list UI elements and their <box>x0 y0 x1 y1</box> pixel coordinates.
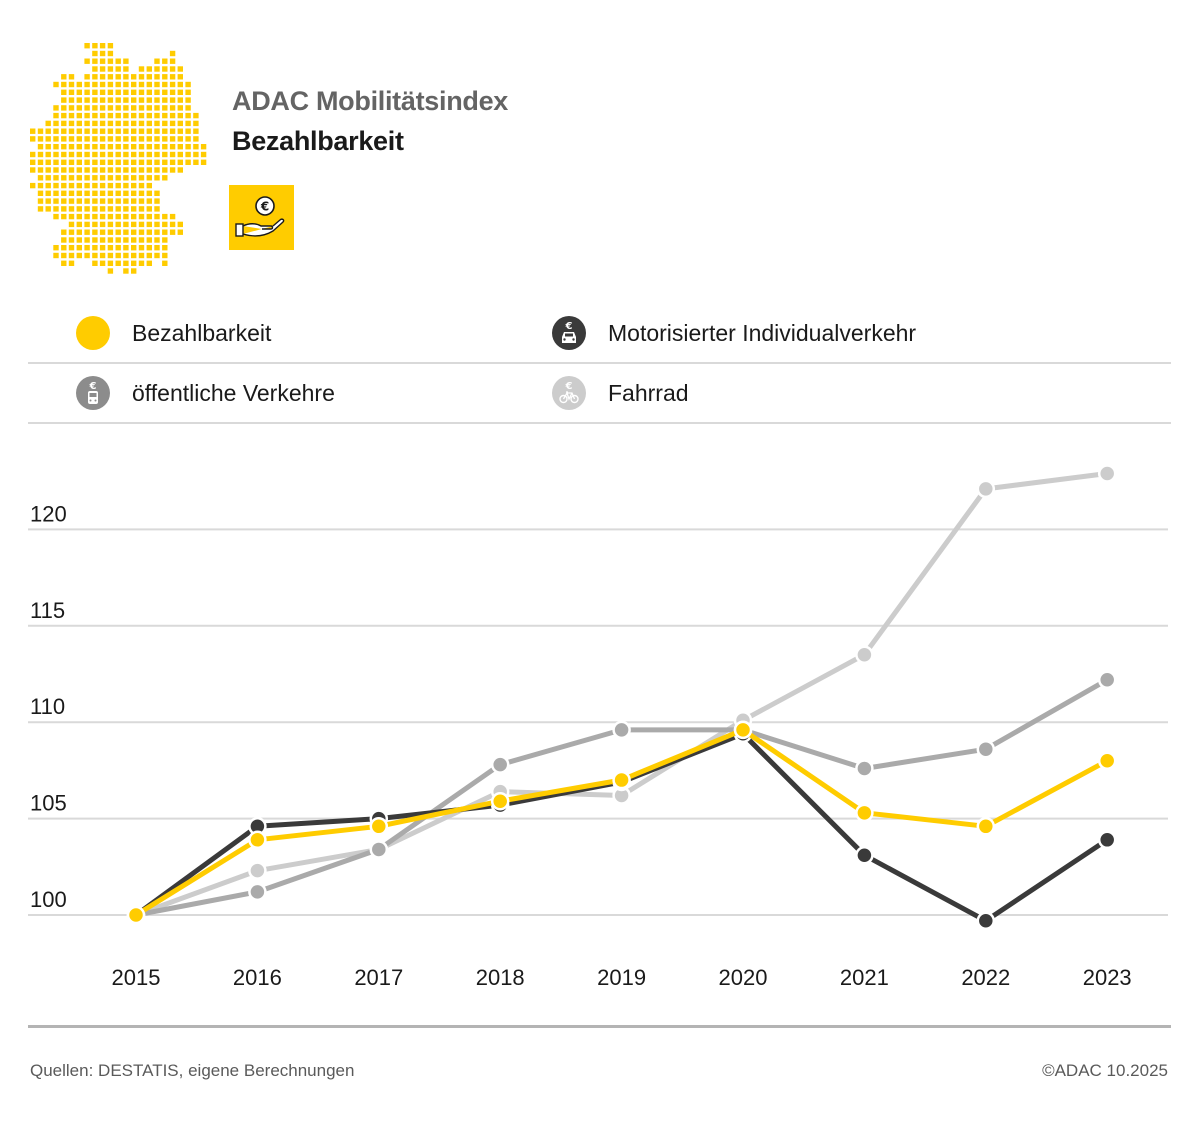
x-tick-label: 2021 <box>840 965 889 990</box>
legend-row: € öffentliche Verkehre € Fahrrad <box>28 364 1171 424</box>
data-point-bezahlbarkeit <box>369 817 389 836</box>
hand-euro-icon: € <box>235 196 285 237</box>
data-point-öffentliche-verkehre <box>248 882 267 902</box>
legend-label: Fahrrad <box>608 379 689 406</box>
y-tick-label: 100 <box>30 887 67 912</box>
data-point-bezahlbarkeit <box>976 817 996 836</box>
series-line-fahrrad <box>133 471 1110 918</box>
x-tick-label: 2017 <box>354 965 403 990</box>
legend-item-fahrrad[interactable]: € Fahrrad <box>552 364 689 422</box>
data-point-bezahlbarkeit <box>612 770 631 790</box>
x-tick-label: 2016 <box>233 965 282 990</box>
x-tick-label: 2023 <box>1083 965 1132 990</box>
page-subtitle: Bezahlbarkeit <box>232 126 404 156</box>
legend-item-bezahlbarkeit[interactable]: Bezahlbarkeit <box>76 304 271 362</box>
copyright: ©ADAC 10.2025 <box>1042 1061 1168 1080</box>
legend-label: Bezahlbarkeit <box>132 319 272 346</box>
legend-label: öffentliche Verkehre <box>132 379 335 406</box>
svg-text:€: € <box>565 321 573 332</box>
badge: € <box>229 185 294 250</box>
germany-dot-map-icon <box>30 43 207 274</box>
data-point-fahrrad <box>248 861 267 880</box>
data-point-motorisierter-individualverkehr <box>1097 830 1117 850</box>
euro-car-icon: € <box>552 316 586 350</box>
legend-item-miv[interactable]: € Motorisierter Individualverkehr <box>552 304 916 362</box>
line-chart: 100 105 110 115 120 2015 2016 2017 2018 2019 2020 2… <box>28 464 1168 990</box>
x-tick-label: 2018 <box>476 965 525 990</box>
legend-item-oev[interactable]: € öffentliche Verkehre <box>76 364 335 422</box>
data-point-fahrrad <box>855 645 874 664</box>
x-tick-label: 2020 <box>719 965 768 990</box>
svg-text:€: € <box>89 381 97 392</box>
legend-row: Bezahlbarkeit € Motorisierter Individual… <box>28 304 1171 364</box>
y-tick-label: 105 <box>30 791 67 816</box>
source-note: Quellen: DESTATIS, eigene Berechnungen <box>30 1061 355 1080</box>
data-point-öffentliche-verkehre <box>490 755 510 774</box>
data-point-bezahlbarkeit <box>855 803 874 823</box>
data-point-öffentliche-verkehre <box>369 840 389 859</box>
legend-label: Motorisierter Individualverkehr <box>608 319 917 346</box>
y-tick-label: 115 <box>30 598 65 623</box>
series-line-motorisierter-individualverkehr <box>133 731 1110 924</box>
data-point-öffentliche-verkehre <box>1097 670 1117 690</box>
data-point-öffentliche-verkehre <box>612 720 631 740</box>
page-title: ADAC Mobilitätsindex <box>232 86 509 116</box>
data-point-motorisierter-individualverkehr <box>976 911 996 931</box>
data-point-öffentliche-verkehre <box>976 739 996 759</box>
data-point-öffentliche-verkehre <box>855 759 874 778</box>
svg-text:€: € <box>565 381 573 392</box>
euro-train-icon: € <box>76 376 110 410</box>
euro-bicycle-icon: € <box>552 376 586 410</box>
svg-text:€: € <box>260 200 269 214</box>
data-point-bezahlbarkeit <box>126 905 146 925</box>
data-point-bezahlbarkeit <box>733 720 753 740</box>
x-tick-label: 2015 <box>112 965 161 990</box>
data-point-bezahlbarkeit <box>248 830 267 850</box>
y-tick-label: 120 <box>30 501 67 526</box>
data-point-fahrrad <box>1097 464 1117 483</box>
x-tick-label: 2019 <box>597 965 646 990</box>
yellow-dot-icon <box>76 316 110 350</box>
data-point-bezahlbarkeit <box>1097 751 1117 771</box>
bottom-divider <box>28 1025 1171 1028</box>
data-point-fahrrad <box>976 479 996 499</box>
data-point-bezahlbarkeit <box>490 791 510 811</box>
legend: Bezahlbarkeit € Motorisierter Individual… <box>28 304 1171 424</box>
y-tick-label: 110 <box>30 694 65 719</box>
x-tick-label: 2022 <box>961 965 1010 990</box>
data-point-motorisierter-individualverkehr <box>855 845 874 865</box>
